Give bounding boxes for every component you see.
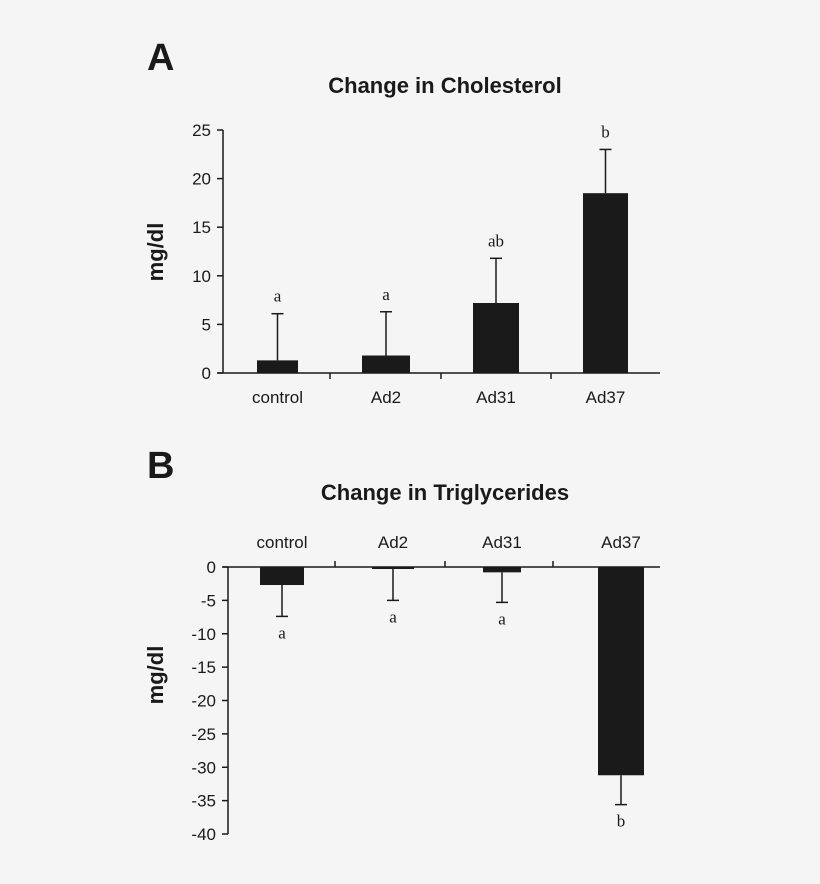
y-tick-label: -25 xyxy=(191,725,216,744)
chart-panel-a: A Change in Cholesterol mg/dl 0 5 10 15 20 25 con… xyxy=(143,37,660,407)
category-label: Ad31 xyxy=(476,388,516,407)
y-axis-label: mg/dl xyxy=(143,646,168,705)
bar-control xyxy=(260,567,304,586)
significance-annotation: b xyxy=(617,812,626,831)
category-label: Ad37 xyxy=(601,533,641,552)
significance-annotation: a xyxy=(382,285,390,304)
y-tick-label: 0 xyxy=(207,558,216,577)
y-tick-label: 5 xyxy=(202,315,211,334)
significance-annotation: a xyxy=(278,623,286,642)
bar-ad2 xyxy=(362,355,410,373)
y-tick-label: -5 xyxy=(201,591,216,610)
y-tick-label: -30 xyxy=(191,758,216,777)
significance-annotation: a xyxy=(498,609,506,628)
significance-annotation: a xyxy=(274,287,282,306)
y-tick-label: 15 xyxy=(192,218,211,237)
chart-title: Change in Triglycerides xyxy=(321,480,569,505)
bar-ad2 xyxy=(372,567,414,570)
bar-ad31 xyxy=(483,567,521,573)
panel-label: B xyxy=(147,445,174,487)
y-tick-label: -10 xyxy=(191,625,216,644)
significance-annotation: ab xyxy=(488,231,504,250)
chart-title: Change in Cholesterol xyxy=(328,73,561,98)
y-tick-label: 20 xyxy=(192,170,211,189)
y-tick-label: 0 xyxy=(202,364,211,383)
y-tick-label: -20 xyxy=(191,692,216,711)
bar-control xyxy=(257,360,298,373)
significance-annotation: a xyxy=(389,607,397,626)
category-label: Ad2 xyxy=(371,388,401,407)
significance-annotation: b xyxy=(601,122,610,141)
category-label: Ad31 xyxy=(482,533,522,552)
chart-panel-b: B Change in Triglycerides mg/dl 0 -5 -10 -15 -2… xyxy=(143,445,660,844)
panel-label: A xyxy=(147,37,174,79)
bar-ad37 xyxy=(598,567,644,776)
y-tick-label: -40 xyxy=(191,825,216,844)
y-tick-label: -15 xyxy=(191,658,216,677)
bar-ad31 xyxy=(473,303,519,373)
bar-ad37 xyxy=(583,193,628,373)
category-label: Ad37 xyxy=(586,388,626,407)
y-axis-label: mg/dl xyxy=(143,223,168,282)
category-label: control xyxy=(252,388,303,407)
category-label: control xyxy=(256,533,307,552)
category-label: Ad2 xyxy=(378,533,408,552)
y-tick-label: 10 xyxy=(192,267,211,286)
y-tick-label: -35 xyxy=(191,792,216,811)
y-tick-label: 25 xyxy=(192,121,211,140)
